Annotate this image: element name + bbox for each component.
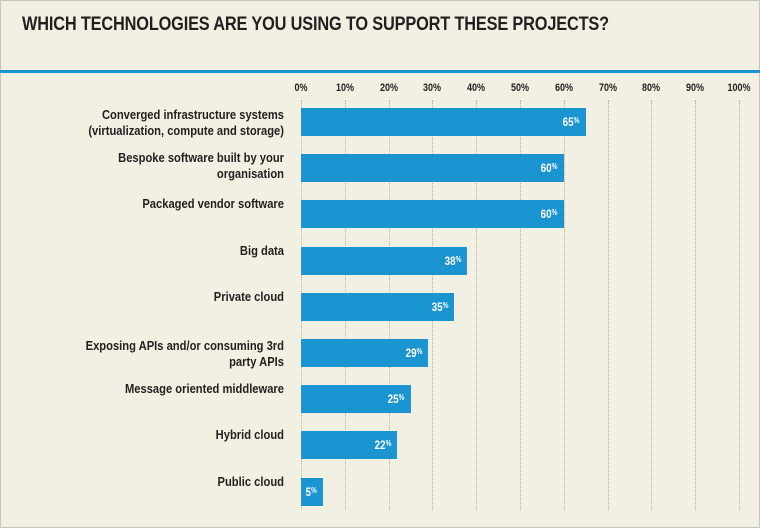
bar (301, 431, 398, 460)
value-number: 38 (444, 253, 456, 268)
x-tick-label: 50% (510, 82, 530, 94)
value-label: 29% (405, 346, 422, 360)
value-label: 38% (445, 254, 462, 268)
category-label: Message oriented middleware (124, 381, 285, 397)
grid-line (607, 100, 609, 510)
bar (301, 200, 564, 229)
x-tick-label: 20% (379, 82, 398, 94)
value-label: 25% (388, 392, 405, 406)
x-tick-label: 40% (467, 82, 486, 94)
value-number: 22 (374, 438, 386, 453)
category-label: Packaged vendor software (142, 196, 284, 212)
bar (301, 339, 429, 367)
bar (301, 154, 564, 183)
value-label: 5% (306, 485, 317, 499)
value-number: 29 (405, 346, 417, 360)
grid-line (695, 100, 697, 510)
x-tick-label: 70% (598, 82, 617, 94)
title-divider (0, 70, 760, 73)
category-label: Private cloud (213, 288, 284, 304)
x-tick-label: 100% (727, 82, 751, 94)
category-label: Converged infrastructure systems (virtua… (88, 107, 284, 138)
value-label: 22% (375, 438, 392, 452)
value-suffix: % (398, 393, 405, 403)
x-tick-label: 80% (642, 82, 661, 94)
value-number: 35 (431, 299, 443, 314)
category-label: Big data (239, 242, 284, 258)
value-number: 25 (387, 392, 399, 407)
grid-line (563, 100, 565, 510)
bar (301, 292, 455, 321)
value-label: 65% (563, 115, 580, 129)
x-tick-label: 30% (423, 82, 442, 94)
value-suffix: % (416, 347, 423, 356)
category-label: Bespoke software built by your organisat… (118, 150, 284, 182)
value-number: 5 (305, 484, 312, 499)
bar (301, 246, 468, 275)
x-tick-label: 0% (294, 82, 308, 94)
x-tick-label: 60% (554, 82, 573, 94)
value-suffix: % (573, 116, 580, 125)
value-suffix: % (311, 485, 317, 495)
x-tick-label: 90% (686, 82, 705, 94)
category-label: Public cloud (217, 473, 284, 489)
value-number: 60 (541, 161, 552, 176)
x-tick-label: 10% (335, 82, 354, 94)
value-suffix: % (442, 300, 449, 310)
grid-line (739, 100, 740, 510)
category-label: Exposing APIs and/or consuming 3rd party… (85, 338, 284, 369)
value-label: 60% (541, 207, 558, 221)
chart-title: WHICH TECHNOLOGIES ARE YOU USING TO SUPP… (22, 14, 609, 35)
value-suffix: % (385, 439, 392, 449)
value-label: 35% (432, 300, 449, 314)
value-suffix: % (551, 208, 558, 218)
category-label: Hybrid cloud (215, 427, 284, 443)
value-number: 65 (562, 115, 574, 129)
grid-line (651, 100, 653, 510)
grid-line (476, 100, 478, 510)
value-suffix: % (551, 162, 558, 172)
grid-line (520, 100, 521, 510)
value-suffix: % (455, 254, 462, 264)
bar (301, 477, 323, 506)
value-label: 60% (541, 161, 558, 175)
bar (301, 108, 586, 136)
value-number: 60 (541, 207, 552, 222)
bar (301, 385, 411, 414)
